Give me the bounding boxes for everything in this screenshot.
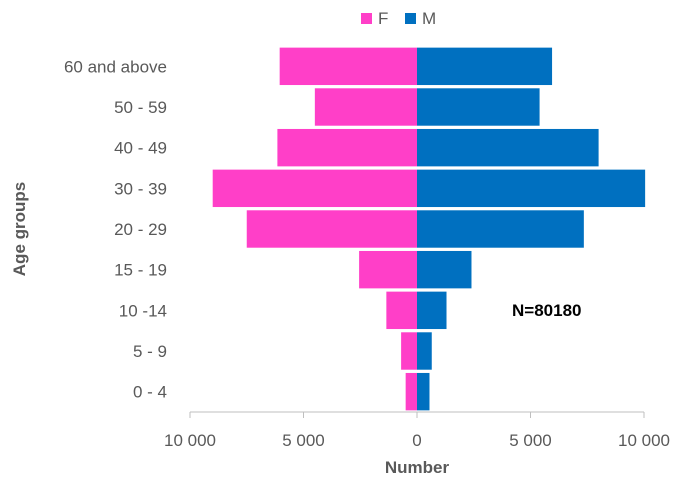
- bar-f-2: [386, 291, 417, 330]
- legend-swatch-f: [361, 13, 372, 24]
- bar-f-3: [359, 250, 417, 289]
- bar-m-1: [417, 332, 432, 370]
- bar-m-6: [417, 128, 599, 167]
- bar-f-5: [212, 169, 417, 208]
- x-tick-label: 10 000: [618, 431, 670, 450]
- legend-swatch-m: [405, 13, 416, 24]
- y-tick-label: 15 - 19: [114, 261, 167, 280]
- y-tick-label: 60 and above: [64, 57, 167, 76]
- bar-m-8: [417, 47, 553, 86]
- y-tick-label: 5 - 9: [133, 342, 167, 361]
- x-axis: 10 000 5 000 0 5 000 10 000: [164, 411, 670, 450]
- bar-m-2: [417, 291, 447, 330]
- y-tick-label: 0 - 4: [133, 383, 167, 402]
- y-tick-label: 40 - 49: [114, 139, 167, 158]
- y-axis: 0 - 4 5 - 9 10 -14 15 - 19 20 - 29 30 - 39 40 …: [64, 57, 167, 401]
- x-axis-title: Number: [385, 458, 450, 477]
- x-tick-label: 10 000: [164, 431, 216, 450]
- y-tick-label: 10 -14: [119, 301, 167, 320]
- bar-m-7: [417, 88, 540, 126]
- legend-label-f: F: [378, 9, 388, 28]
- x-tick-label: 5 000: [282, 431, 325, 450]
- bar-f-8: [279, 47, 417, 86]
- bar-m-3: [417, 250, 472, 289]
- y-tick-label: 30 - 39: [114, 179, 167, 198]
- bar-f-7: [314, 88, 417, 126]
- bar-m-4: [417, 210, 584, 248]
- y-tick-label: 20 - 29: [114, 220, 167, 239]
- x-tick-label: 0: [412, 431, 421, 450]
- y-axis-title: Age groups: [10, 182, 29, 276]
- bars: [212, 47, 646, 411]
- bar-m-0: [417, 372, 430, 411]
- y-tick-label: 50 - 59: [114, 98, 167, 117]
- bar-f-1: [401, 332, 417, 370]
- legend-label-m: M: [422, 9, 436, 28]
- bar-m-5: [417, 169, 646, 208]
- bar-f-4: [246, 210, 417, 248]
- x-tick-label: 5 000: [509, 431, 552, 450]
- bar-f-6: [277, 128, 417, 167]
- sample-size-annotation: N=80180: [512, 301, 581, 320]
- bar-f-0: [405, 372, 417, 411]
